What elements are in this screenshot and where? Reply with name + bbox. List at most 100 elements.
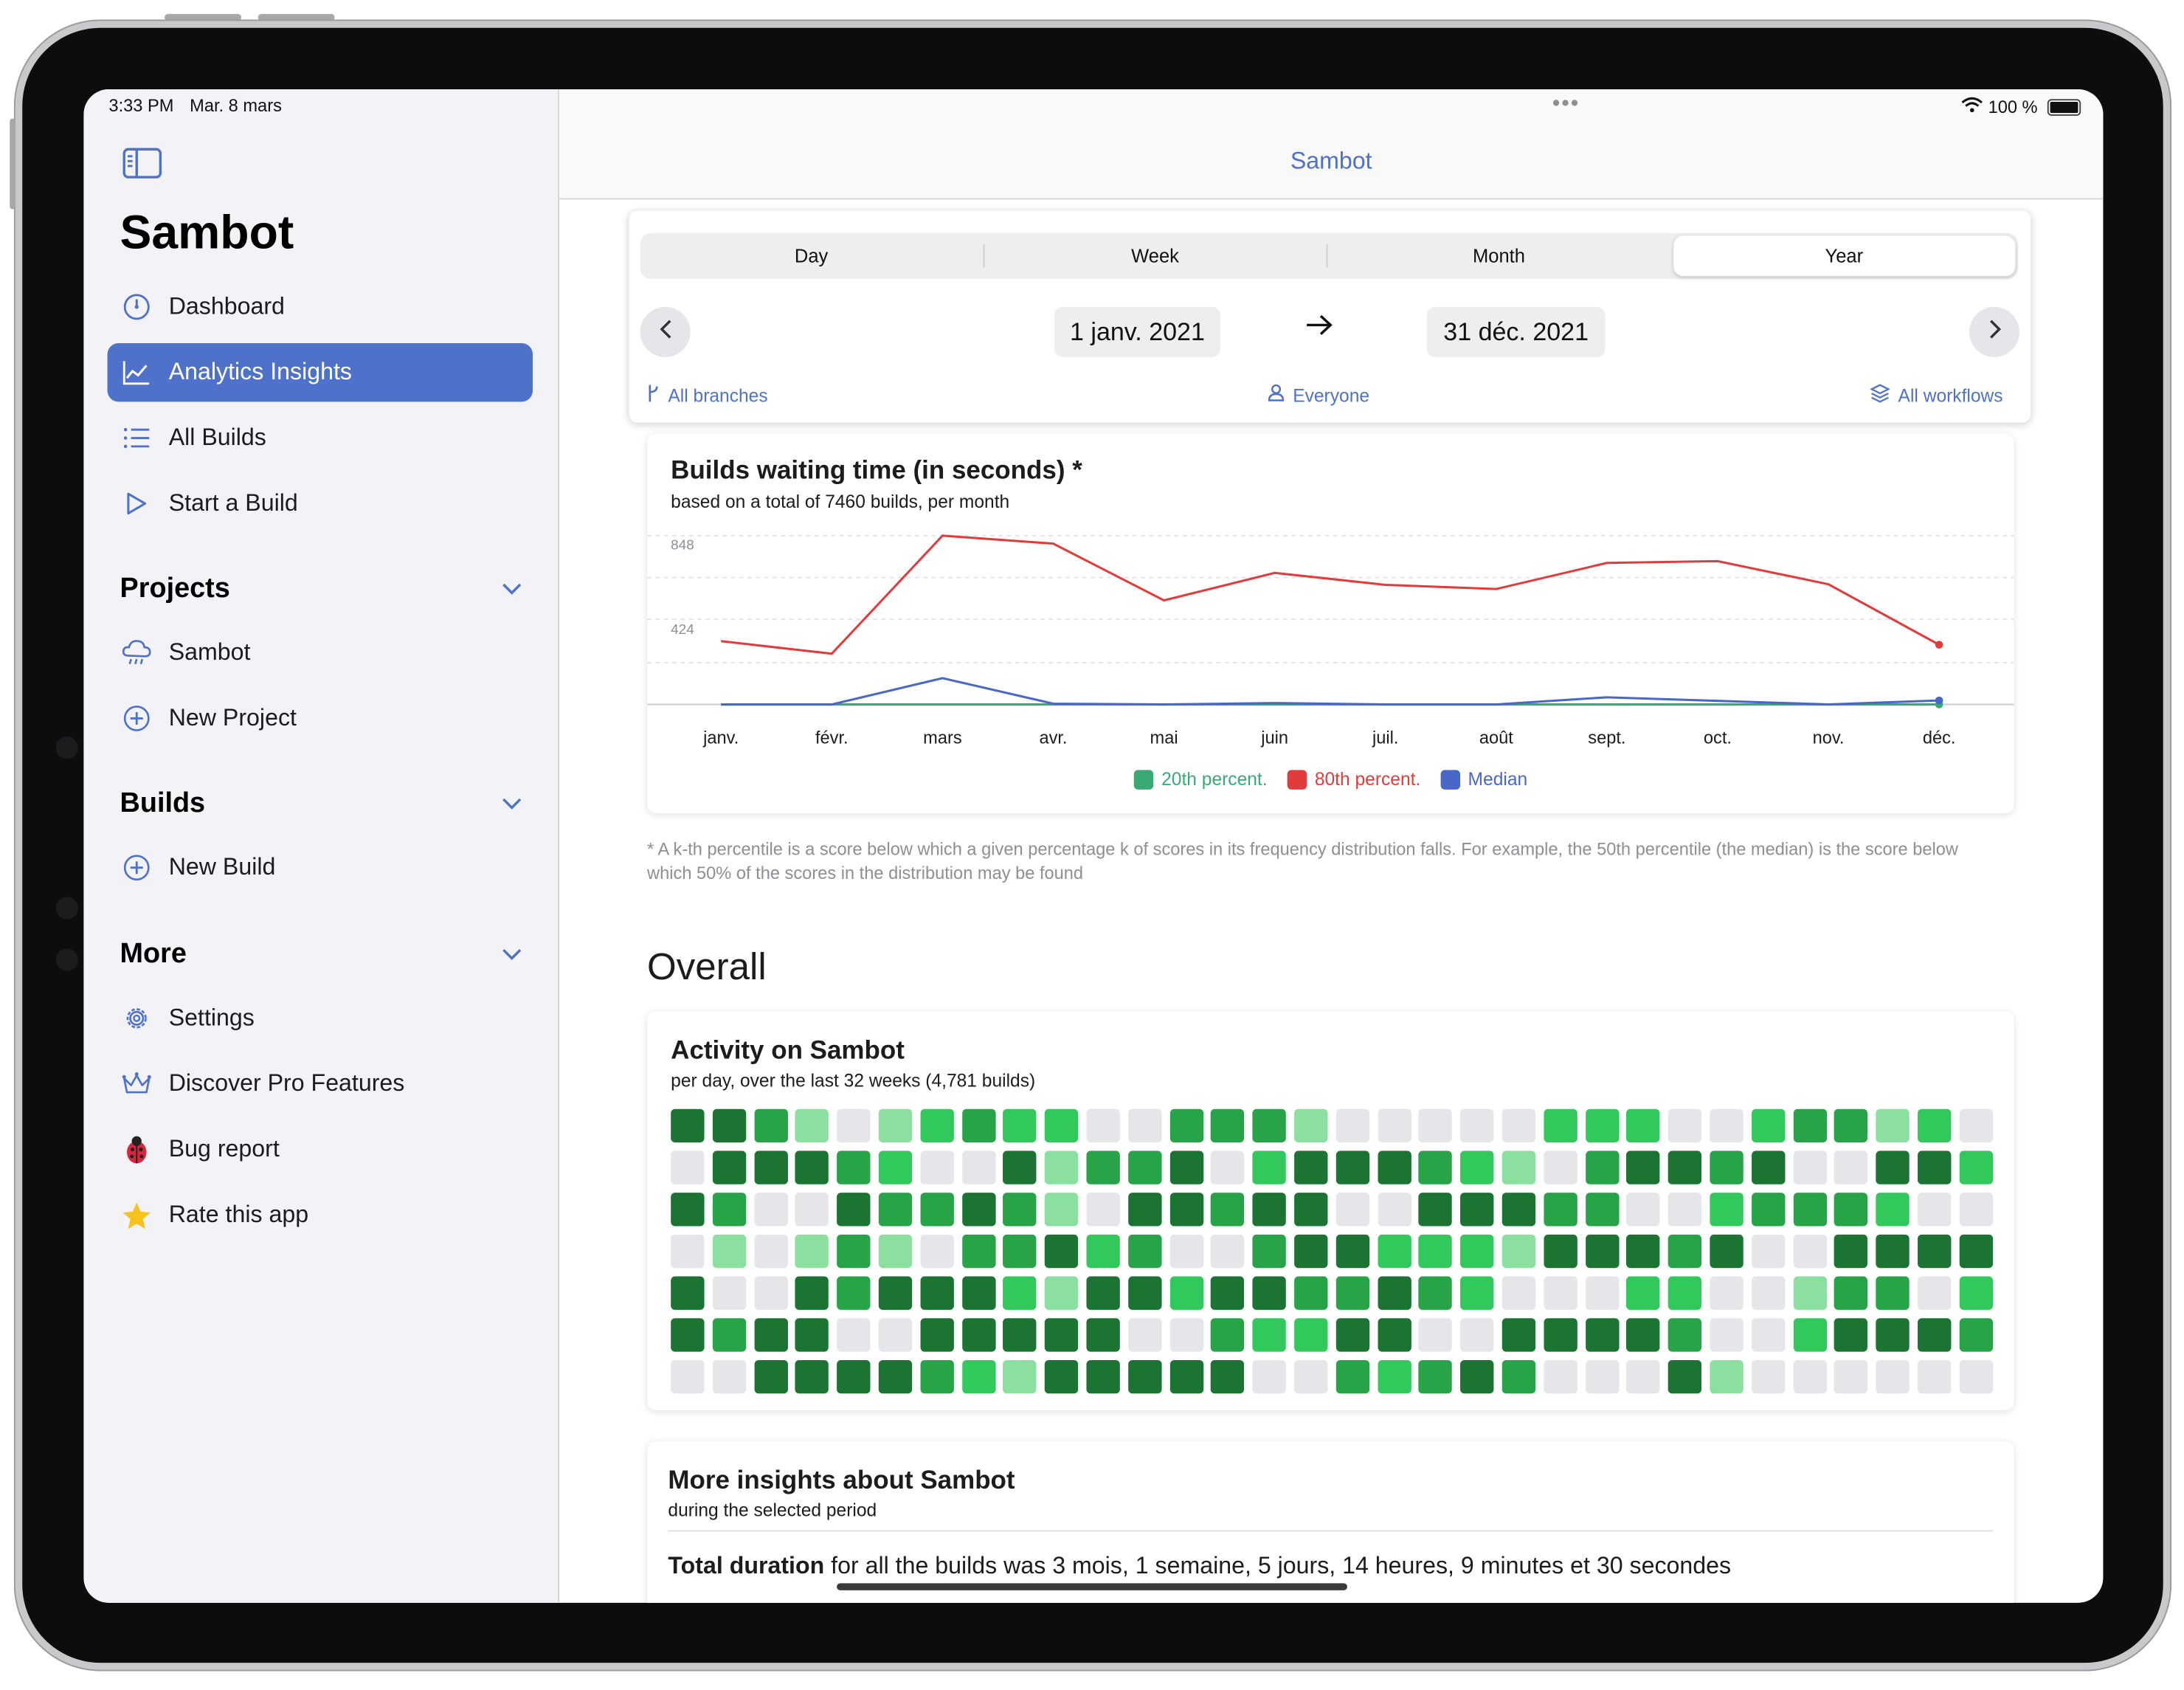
- activity-cell[interactable]: [1252, 1193, 1287, 1227]
- activity-cell[interactable]: [920, 1359, 954, 1394]
- activity-cell[interactable]: [1252, 1108, 1287, 1143]
- activity-cell[interactable]: [1377, 1318, 1411, 1352]
- previous-period-button[interactable]: [640, 306, 691, 357]
- activity-cell[interactable]: [1086, 1151, 1120, 1184]
- activity-cell[interactable]: [1460, 1234, 1494, 1269]
- activity-cell[interactable]: [795, 1318, 829, 1352]
- activity-cell[interactable]: [753, 1276, 788, 1310]
- activity-cell[interactable]: [1211, 1359, 1245, 1394]
- end-date-button[interactable]: 31 déc. 2021: [1426, 306, 1606, 357]
- nav-start-build[interactable]: Start a Build: [108, 475, 533, 533]
- activity-cell[interactable]: [1335, 1276, 1369, 1310]
- activity-cell[interactable]: [1377, 1276, 1411, 1310]
- activity-cell[interactable]: [920, 1108, 954, 1143]
- sidebar-toggle-icon[interactable]: [122, 148, 162, 185]
- activity-cell[interactable]: [1460, 1193, 1494, 1227]
- activity-cell[interactable]: [1086, 1359, 1120, 1394]
- activity-cell[interactable]: [1335, 1193, 1369, 1227]
- activity-cell[interactable]: [837, 1193, 871, 1227]
- activity-cell[interactable]: [1834, 1318, 1868, 1352]
- segment-week[interactable]: Week: [1131, 245, 1179, 267]
- activity-cell[interactable]: [1793, 1318, 1827, 1352]
- activity-cell[interactable]: [1626, 1108, 1661, 1143]
- activity-cell[interactable]: [1127, 1108, 1162, 1143]
- branches-filter[interactable]: All branches: [646, 384, 768, 407]
- bug-report[interactable]: Bug report: [108, 1120, 533, 1179]
- activity-cell[interactable]: [795, 1276, 829, 1310]
- activity-cell[interactable]: [1045, 1359, 1079, 1394]
- activity-cell[interactable]: [1294, 1234, 1328, 1269]
- activity-cell[interactable]: [1502, 1318, 1536, 1352]
- activity-cell[interactable]: [1585, 1108, 1619, 1143]
- activity-cell[interactable]: [1045, 1276, 1079, 1310]
- activity-cell[interactable]: [1127, 1276, 1162, 1310]
- activity-cell[interactable]: [1834, 1359, 1868, 1394]
- segment-day[interactable]: Day: [794, 245, 829, 267]
- activity-cell[interactable]: [671, 1234, 705, 1269]
- activity-cell[interactable]: [1834, 1276, 1868, 1310]
- activity-cell[interactable]: [1127, 1193, 1162, 1227]
- activity-cell[interactable]: [878, 1108, 913, 1143]
- activity-cell[interactable]: [1294, 1359, 1328, 1394]
- activity-cell[interactable]: [1751, 1276, 1786, 1310]
- new-build[interactable]: New Build: [108, 838, 533, 897]
- activity-cell[interactable]: [671, 1193, 705, 1227]
- activity-cell[interactable]: [1876, 1359, 1910, 1394]
- activity-cell[interactable]: [1959, 1318, 1993, 1352]
- activity-cell[interactable]: [1169, 1276, 1203, 1310]
- activity-cell[interactable]: [1876, 1276, 1910, 1310]
- activity-cell[interactable]: [1377, 1151, 1411, 1184]
- segment-year[interactable]: Year: [1673, 235, 2016, 277]
- activity-cell[interactable]: [1045, 1193, 1079, 1227]
- activity-cell[interactable]: [1003, 1359, 1037, 1394]
- activity-cell[interactable]: [1127, 1359, 1162, 1394]
- activity-cell[interactable]: [1335, 1318, 1369, 1352]
- activity-cell[interactable]: [1460, 1108, 1494, 1143]
- activity-cell[interactable]: [1751, 1318, 1786, 1352]
- activity-cell[interactable]: [1751, 1234, 1786, 1269]
- activity-cell[interactable]: [1834, 1108, 1868, 1143]
- activity-cell[interactable]: [753, 1318, 788, 1352]
- activity-cell[interactable]: [1793, 1108, 1827, 1143]
- activity-cell[interactable]: [1294, 1318, 1328, 1352]
- activity-cell[interactable]: [1793, 1234, 1827, 1269]
- activity-cell[interactable]: [1086, 1234, 1120, 1269]
- activity-cell[interactable]: [795, 1359, 829, 1394]
- activity-cell[interactable]: [1335, 1151, 1369, 1184]
- activity-cell[interactable]: [712, 1359, 746, 1394]
- section-builds-header[interactable]: Builds: [120, 788, 522, 820]
- activity-cell[interactable]: [1377, 1193, 1411, 1227]
- activity-cell[interactable]: [920, 1151, 954, 1184]
- activity-cell[interactable]: [1211, 1234, 1245, 1269]
- activity-cell[interactable]: [1211, 1318, 1245, 1352]
- activity-cell[interactable]: [1003, 1193, 1037, 1227]
- activity-cell[interactable]: [961, 1193, 995, 1227]
- activity-cell[interactable]: [1710, 1359, 1744, 1394]
- activity-cell[interactable]: [1419, 1108, 1453, 1143]
- activity-cell[interactable]: [1710, 1276, 1744, 1310]
- activity-cell[interactable]: [1751, 1193, 1786, 1227]
- activity-cell[interactable]: [1252, 1318, 1287, 1352]
- activity-cell[interactable]: [1169, 1151, 1203, 1184]
- activity-cell[interactable]: [1211, 1193, 1245, 1227]
- activity-cell[interactable]: [1419, 1318, 1453, 1352]
- activity-cell[interactable]: [1793, 1276, 1827, 1310]
- activity-cell[interactable]: [1834, 1151, 1868, 1184]
- activity-cell[interactable]: [1626, 1193, 1661, 1227]
- activity-cell[interactable]: [1252, 1151, 1287, 1184]
- activity-cell[interactable]: [1918, 1318, 1952, 1352]
- activity-cell[interactable]: [712, 1108, 746, 1143]
- project-sambot[interactable]: Sambot: [108, 624, 533, 682]
- activity-cell[interactable]: [961, 1359, 995, 1394]
- multitasking-dots-icon[interactable]: •••: [1552, 92, 1580, 116]
- activity-cell[interactable]: [1668, 1108, 1702, 1143]
- activity-cell[interactable]: [795, 1108, 829, 1143]
- activity-cell[interactable]: [1419, 1193, 1453, 1227]
- activity-cell[interactable]: [1710, 1193, 1744, 1227]
- activity-cell[interactable]: [753, 1234, 788, 1269]
- activity-cell[interactable]: [1918, 1276, 1952, 1310]
- activity-cell[interactable]: [1544, 1193, 1577, 1227]
- activity-cell[interactable]: [671, 1276, 705, 1310]
- activity-cell[interactable]: [1502, 1234, 1536, 1269]
- start-date-button[interactable]: 1 janv. 2021: [1054, 306, 1220, 357]
